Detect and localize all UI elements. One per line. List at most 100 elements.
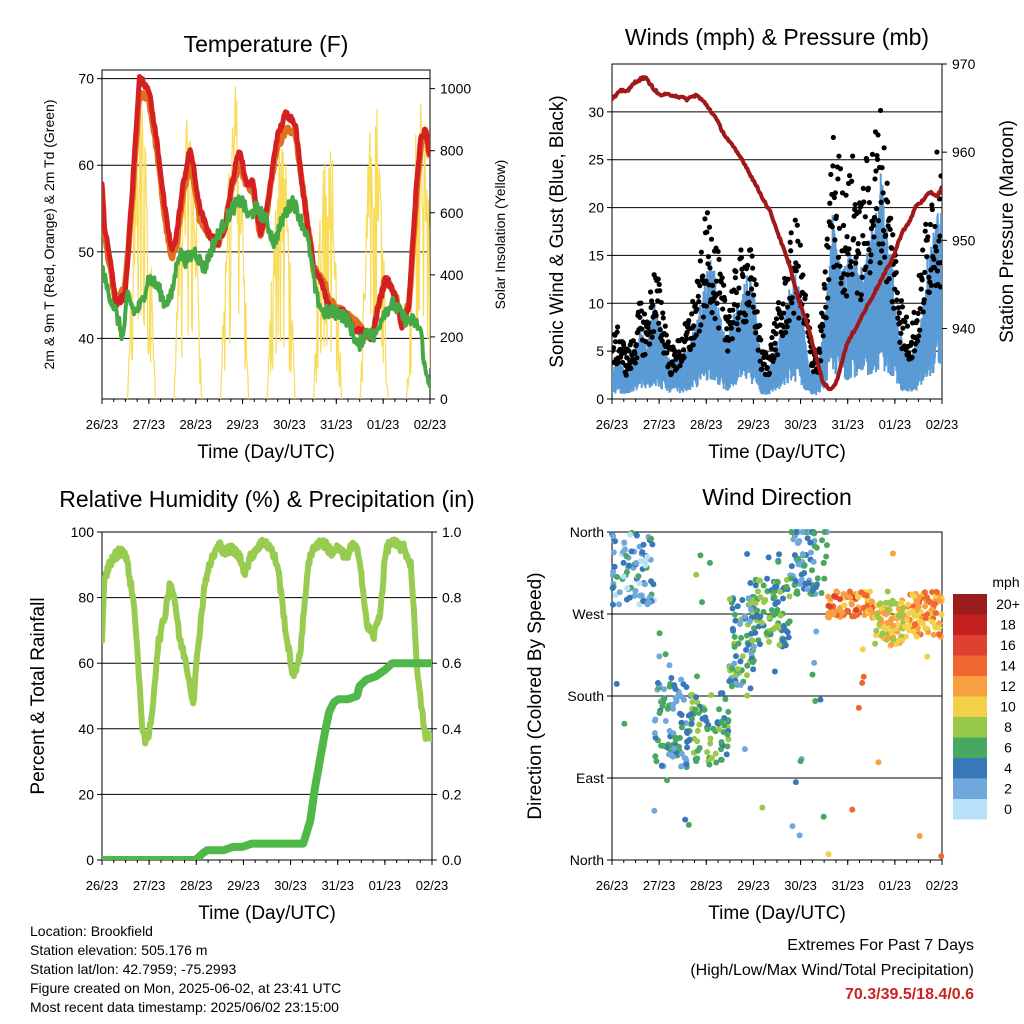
gust-point (788, 230, 794, 236)
direction-point (640, 597, 647, 604)
gust-point (642, 338, 649, 345)
direction-point (731, 643, 738, 650)
direction-point (885, 606, 892, 613)
gust-point (883, 232, 889, 238)
direction-point (935, 631, 942, 638)
direction-point (744, 551, 751, 558)
direction-point (738, 634, 745, 641)
station-pressure-series (612, 75, 942, 392)
gust-point (764, 364, 770, 371)
gust-point (773, 316, 780, 322)
direction-point (746, 618, 753, 625)
direction-point (847, 594, 854, 601)
direction-point (613, 680, 620, 687)
gust-point (755, 347, 761, 353)
direction-point (670, 745, 677, 752)
gust-point (773, 331, 779, 337)
colorbar-label: 10 (1000, 699, 1016, 715)
gust-point (926, 274, 932, 280)
colorbar-label: 6 (1004, 740, 1012, 756)
direction-point (747, 580, 754, 587)
colorbar-label: 8 (1004, 719, 1012, 735)
direction-point (820, 813, 827, 820)
direction-point (785, 634, 792, 641)
x-tick-label: 31/23 (320, 417, 353, 432)
direction-point (916, 832, 923, 839)
y-tick-label: 0 (596, 391, 604, 407)
direction-point (884, 619, 891, 626)
direction-point (636, 601, 643, 608)
direction-point (873, 632, 880, 639)
direction-point (744, 692, 751, 699)
y-tick-label: North (570, 524, 604, 540)
direction-point (708, 754, 715, 761)
colorbar-swatch (953, 778, 987, 799)
direction-point (792, 529, 799, 535)
gust-point (614, 329, 620, 335)
direction-point (680, 681, 687, 688)
direction-point (731, 633, 738, 640)
y2-tick-label: 0.2 (442, 786, 462, 802)
gust-point (848, 259, 854, 265)
direction-point (873, 627, 880, 634)
gust-point (734, 303, 741, 309)
speed-colorbar: mph 20+ 18 16 14 12 10 8 6 4 2 0 (953, 574, 1020, 820)
gust-point (627, 360, 633, 367)
direction-point (799, 551, 806, 558)
direction-point (717, 690, 724, 697)
direction-point (759, 804, 766, 811)
gust-point (844, 272, 851, 278)
gust-point (709, 310, 715, 316)
direction-point (678, 724, 685, 731)
gust-point (745, 290, 751, 296)
x-tick-label: 27/23 (643, 878, 676, 893)
y2-tick-label: 970 (952, 56, 976, 72)
gust-point (698, 249, 704, 255)
direction-point (693, 571, 700, 578)
direction-point (760, 608, 767, 615)
direction-point (821, 575, 828, 582)
direction-point (735, 640, 742, 647)
gust-point (639, 326, 645, 332)
gust-point (676, 349, 682, 355)
gust-point (633, 342, 639, 348)
gust-point (724, 326, 730, 332)
gust-point (822, 285, 828, 291)
direction-point (672, 734, 679, 741)
gust-point (754, 309, 760, 315)
direction-point (639, 549, 646, 556)
x-tick-label: 31/23 (831, 878, 864, 893)
gust-point (843, 192, 849, 198)
gust-point (871, 214, 878, 221)
gust-point (662, 323, 668, 329)
extremes-panel: Extremes For Past 7 Days (High/Low/Max W… (690, 934, 974, 1008)
direction-point (730, 627, 737, 634)
direction-point (812, 584, 819, 591)
direction-point (922, 603, 929, 610)
gust-point (908, 339, 915, 345)
direction-point (790, 536, 797, 543)
gust-point (916, 333, 922, 339)
x-tick-label: 01/23 (367, 417, 400, 432)
gust-point (866, 247, 872, 253)
gust-point (922, 269, 928, 276)
direction-point (905, 601, 912, 608)
x-tick-label: 02/23 (414, 417, 447, 432)
gust-point (881, 145, 887, 151)
gust-point (855, 241, 861, 247)
direction-point (623, 569, 630, 576)
direction-point (656, 653, 663, 660)
direction-point (786, 593, 793, 600)
colorbar-label: 4 (1004, 760, 1012, 776)
gust-point (840, 222, 847, 229)
x-tick-label: 28/23 (690, 878, 723, 893)
direction-point (648, 535, 655, 542)
gust-point (614, 324, 621, 330)
direction-point (718, 739, 725, 746)
gust-point (758, 337, 764, 343)
direction-point (913, 633, 920, 640)
direction-point (809, 671, 816, 678)
gust-point (791, 310, 797, 316)
gust-point (781, 310, 787, 316)
